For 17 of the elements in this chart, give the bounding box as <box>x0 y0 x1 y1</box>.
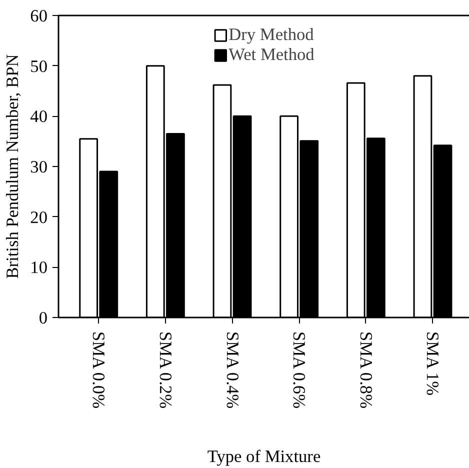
y-tick-label: 10 <box>30 258 48 278</box>
legend-label: Wet Method <box>228 45 314 65</box>
y-tick-label: 20 <box>30 208 48 227</box>
y-tick-label: 0 <box>38 308 48 328</box>
y-tick-label: 60 <box>30 6 48 26</box>
x-axis-title: Type of Mixture <box>207 446 321 466</box>
x-tick-label: SMA 0.0% <box>89 332 108 409</box>
y-axis-title: British Pendulum Number, BPN <box>3 54 22 279</box>
x-tick-label: SMA 0.6% <box>290 332 309 409</box>
y-tick-label: 30 <box>30 158 48 176</box>
x-tick-label: SMA 1% <box>423 332 442 396</box>
x-tick-label: SMA 0.8% <box>356 332 376 409</box>
x-tick-label: SMA 0.4% <box>222 332 242 409</box>
legend-label: Dry Method <box>228 25 314 45</box>
y-tick-label: 50 <box>30 56 48 76</box>
y-tick-label: 40 <box>30 107 48 126</box>
x-tick-label: SMA 0.2% <box>156 332 175 409</box>
